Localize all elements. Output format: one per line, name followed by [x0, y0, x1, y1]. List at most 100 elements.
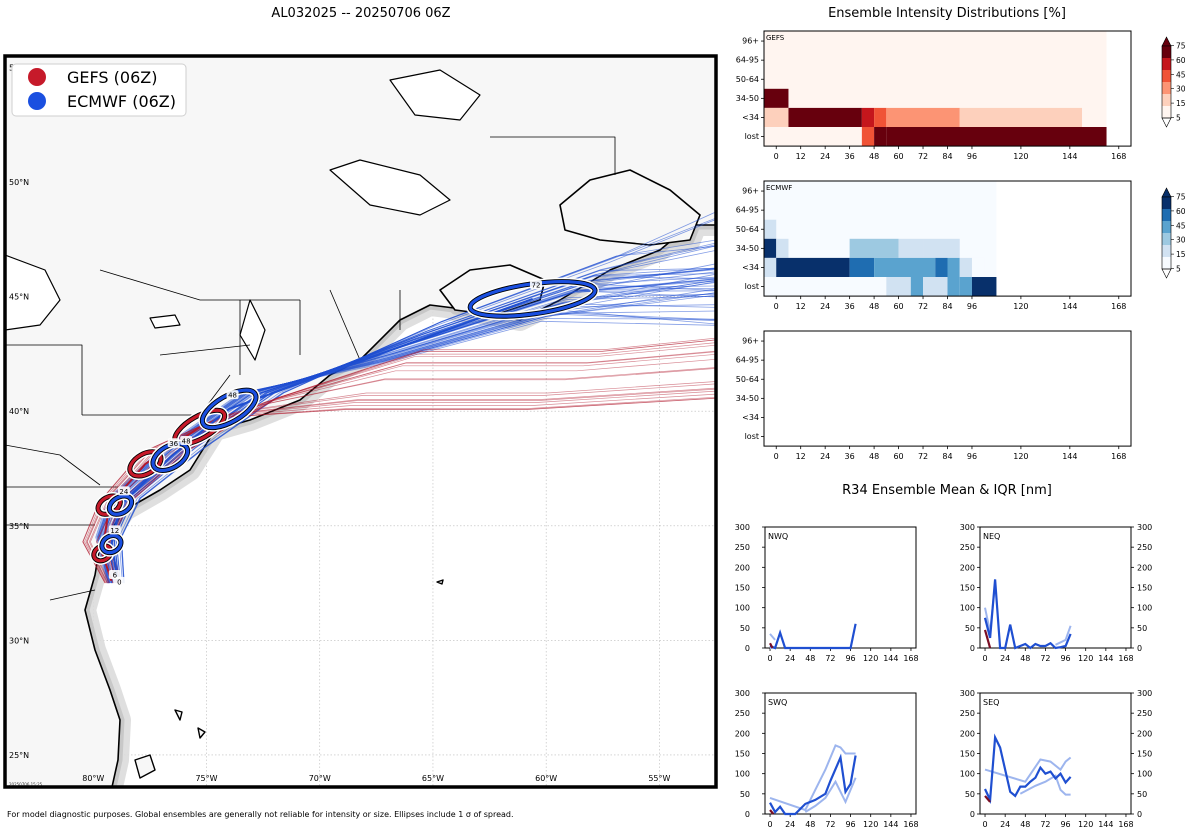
heatmap-ytick-label: 96+ [742, 187, 759, 196]
r34-xtick-label: 120 [863, 654, 878, 663]
r34-ytick-label: 200 [735, 563, 750, 572]
r34-xtick-label: 72 [825, 820, 835, 829]
colorbar-segment [1162, 106, 1171, 119]
ecmwf-colorbar: 75 60 45 30 15 5 [1161, 187, 1186, 279]
legend-gefs-label: GEFS (06Z) [67, 68, 157, 87]
colorbar-segment [1162, 197, 1171, 210]
map-legend[interactable]: GEFS (06Z) ECMWF (06Z) [11, 63, 187, 117]
heatmap-cell [959, 257, 972, 277]
colorbar-segment [1162, 82, 1171, 95]
r34-xtick-label: 72 [825, 654, 835, 663]
colorbar-segment [1162, 257, 1171, 270]
colorbar-tick-label: 5 [1176, 265, 1181, 274]
r34-ytick-right-label: 300 [1137, 689, 1152, 698]
heatmap-ytick-label: 34-50 [736, 244, 759, 253]
longitude-labels: 80°W 75°W 70°W 65°W 60°W 55°W [82, 774, 670, 783]
lat-label: 25°N [9, 751, 29, 760]
ecmwf-time-label: 6 [113, 572, 118, 580]
r34-xtick-label: 168 [903, 820, 918, 829]
r34-ytick-label: 150 [960, 584, 975, 593]
gefs-time-label: 0 [117, 578, 121, 586]
r34-ytick-label: 100 [735, 770, 750, 779]
heatmap-xtick-label: 0 [774, 452, 779, 461]
ecmwf-time-label: 12 [110, 527, 119, 535]
ecmwf-time-label: 48 [228, 392, 237, 400]
r34-xtick-label: 144 [1098, 654, 1113, 663]
r34-ytick-right-label: 100 [1137, 604, 1152, 613]
heatmap-cell [874, 127, 887, 147]
heatmap-xtick-label: 72 [918, 452, 928, 461]
ecmwf-uncertainty-ellipse [100, 533, 123, 555]
heatmap-cell [764, 88, 789, 108]
heatmap-xtick-label: 48 [869, 152, 879, 161]
heatmap-ytick-label: <34 [742, 413, 759, 422]
heatmap-xtick-label: 168 [1111, 452, 1126, 461]
r34-xtick-label: 0 [767, 654, 772, 663]
heatmap-xtick-label: 96 [967, 152, 977, 161]
colorbar-segment [1162, 221, 1171, 234]
heatmap-ytick-label: lost [745, 132, 759, 141]
lon-label: 75°W [195, 774, 217, 783]
heatmap-cell [776, 257, 850, 277]
ecmwf-time-label: 72 [532, 282, 541, 290]
heatmap-xtick-label: 24 [820, 152, 830, 161]
heatmap-cell [1082, 107, 1095, 127]
r34-xtick-label: 144 [1098, 820, 1113, 829]
r34-ytick-label: 300 [735, 689, 750, 698]
r34-ytick-right-label: 150 [1137, 584, 1152, 593]
heatmap-cell [764, 219, 777, 239]
heatmap-xtick-label: 48 [869, 302, 879, 311]
heatmap-xtick-label: 36 [845, 152, 855, 161]
colorbar-frame [1161, 196, 1172, 270]
heatmap-xtick-label: 120 [1013, 452, 1028, 461]
r34-ytick-label: 0 [745, 644, 750, 653]
ecmwf-time-label-bg [226, 390, 239, 400]
heatmap-cell [898, 238, 924, 258]
r34-xtick-label: 48 [805, 654, 815, 663]
colorbar-tick-label: 45 [1176, 70, 1186, 79]
colorbar-tick-label: 30 [1176, 85, 1186, 94]
heatmap-cell [764, 127, 862, 147]
r34-quadrant-label: NEQ [983, 532, 1000, 541]
r34-ytick-right-label: 250 [1137, 543, 1152, 552]
r34-ytick-label: 200 [960, 729, 975, 738]
r34-xtick-label: 48 [805, 820, 815, 829]
ecmwf-time-label-bg [108, 570, 121, 580]
heatmap-cell [886, 127, 1107, 147]
heatmap-xtick-label: 12 [796, 302, 806, 311]
heatmap-ytick-label: 34-50 [736, 94, 759, 103]
r34-ytick-label: 300 [960, 689, 975, 698]
r34-frame [979, 526, 1132, 649]
heatmap-xtick-label: 60 [893, 302, 903, 311]
map-title: AL032025 -- 20250706 06Z [271, 6, 450, 21]
r34-ytick-label: 50 [740, 790, 750, 799]
r34-xtick-label: 168 [903, 654, 918, 663]
heatmap-xtick-label: 84 [942, 452, 952, 461]
heatmap-panel: GEFS 96+ 64-95 50-64 34-50 <34 lost 0 12 24 36 48 60… [736, 30, 1132, 161]
colorbar-tick-label: 75 [1176, 193, 1186, 202]
colorbar-tick-label: 15 [1176, 99, 1186, 108]
r34-ecmwf-mean-line [769, 753, 857, 816]
gefs-colorbar: 75 60 45 30 15 5 [1161, 36, 1186, 128]
heatmap-xtick-label: 12 [796, 452, 806, 461]
heatmap-xtick-label: 0 [774, 302, 779, 311]
r34-xtick-label: 24 [1000, 820, 1010, 829]
r34-xtick-label: 96 [845, 654, 855, 663]
heatmap-ytick-label: 64-95 [736, 356, 759, 365]
heatmap-xtick-label: 60 [893, 152, 903, 161]
heatmap-cell [971, 277, 997, 297]
heatmap-label: GEFS [766, 34, 785, 42]
heatmap-xtick-label: 168 [1111, 302, 1126, 311]
gefs-member-track [82, 397, 716, 584]
heatmap-ytick-label: 64-95 [736, 206, 759, 215]
ecmwf-time-label: 36 [169, 440, 178, 448]
ecmwf-time-label: 24 [119, 488, 128, 496]
r34-ecmwf-mean-line [984, 733, 1072, 805]
heatmap-cell [861, 107, 875, 127]
heatmap-cell [935, 257, 948, 277]
heatmap-cell [849, 257, 875, 277]
heatmap-xtick-label: 36 [845, 452, 855, 461]
r34-ecmwf-iqr-line [984, 756, 1072, 783]
r34-ytick-label: 100 [960, 604, 975, 613]
